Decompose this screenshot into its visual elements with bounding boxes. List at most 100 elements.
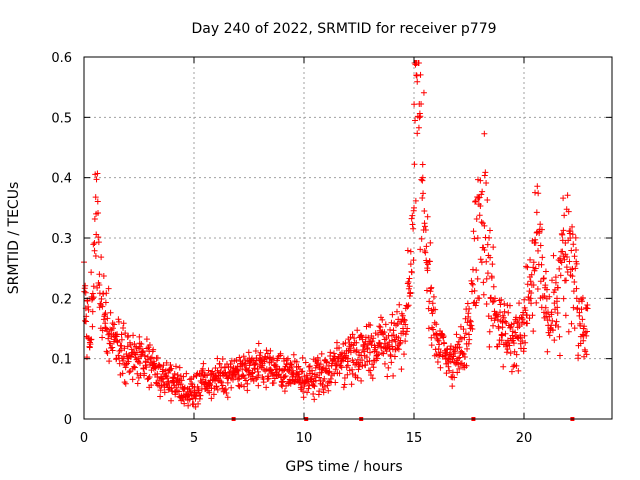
data-point [202, 379, 208, 386]
data-point [400, 325, 406, 332]
data-point [572, 234, 579, 241]
data-point [426, 298, 433, 305]
data-point [414, 130, 421, 137]
data-point [456, 354, 463, 361]
data-point [299, 368, 306, 375]
data-point [305, 385, 312, 392]
axis-ticks: 0 5 10 15 20 0 0.1 0.2 0.3 0.4 0.5 0.6 [51, 51, 612, 446]
data-point [224, 394, 231, 401]
data-point [554, 284, 561, 291]
data-point [490, 283, 497, 290]
data-point [472, 198, 479, 205]
data-point [406, 283, 413, 290]
data-point [252, 360, 259, 367]
data-point [146, 373, 153, 380]
y-tick-label: 0.4 [51, 172, 72, 187]
data-point [436, 351, 443, 358]
data-point [565, 328, 572, 335]
data-point [154, 354, 161, 361]
data-point [239, 371, 246, 378]
data-point [134, 370, 141, 377]
data-point [99, 334, 106, 341]
data-point [555, 323, 562, 330]
data-point [355, 366, 362, 373]
data-point [223, 389, 230, 396]
data-point [395, 346, 402, 353]
data-point [569, 273, 576, 280]
data-point [177, 381, 184, 388]
data-point [102, 310, 109, 317]
data-point [361, 341, 368, 348]
data-point [314, 359, 321, 366]
data-point [177, 373, 184, 380]
data-point [473, 216, 480, 223]
data-point [527, 256, 534, 263]
data-point [316, 388, 323, 395]
data-point [222, 386, 229, 393]
data-point [98, 296, 105, 303]
data-point [476, 212, 483, 219]
data-point [249, 373, 256, 380]
data-point [480, 279, 487, 286]
data-point [191, 391, 197, 398]
data-point [508, 368, 515, 375]
x-tick-label: 20 [516, 431, 533, 446]
data-point [455, 355, 461, 362]
data-point [489, 299, 496, 306]
data-point [300, 394, 307, 401]
data-point [407, 289, 414, 296]
data-point [390, 372, 397, 379]
data-point [563, 277, 570, 284]
data-point [131, 364, 138, 371]
x-tick-label: 10 [296, 431, 313, 446]
y-tick-label: 0.5 [51, 111, 72, 126]
data-point [569, 223, 576, 230]
data-point [429, 310, 436, 317]
data-point [410, 257, 417, 264]
data-point [422, 227, 429, 234]
data-point [136, 360, 143, 367]
data-point [561, 212, 568, 219]
data-point [165, 378, 172, 385]
data-point [379, 316, 386, 323]
y-tick-label: 0.6 [51, 51, 72, 66]
data-point [348, 381, 355, 388]
data-point [147, 355, 154, 362]
data-point [430, 326, 437, 333]
data-point [122, 330, 129, 337]
data-point [572, 265, 579, 272]
data-point [377, 314, 384, 321]
data-point [483, 275, 490, 282]
data-point [409, 212, 416, 219]
data-point [544, 317, 551, 324]
data-point [277, 350, 284, 357]
data-point [354, 374, 361, 381]
data-point [405, 302, 412, 309]
data-point [347, 349, 354, 356]
data-point [498, 296, 505, 303]
data-point [532, 189, 539, 196]
data-point [478, 259, 485, 266]
data-point [530, 259, 537, 266]
data-point [299, 388, 306, 395]
data-point [257, 349, 264, 356]
data-point [532, 265, 539, 272]
data-point [362, 362, 369, 369]
data-point [205, 367, 212, 374]
data-point [158, 373, 164, 380]
data-point [465, 310, 472, 317]
data-point [168, 365, 175, 372]
data-point [106, 358, 113, 365]
data-point [265, 375, 272, 382]
data-point [218, 379, 225, 386]
data-point [468, 288, 475, 295]
data-point [367, 322, 374, 329]
data-point [567, 227, 574, 234]
data-point [499, 331, 505, 338]
data-point [85, 306, 92, 313]
data-point [515, 367, 522, 374]
data-point [345, 355, 351, 362]
data-point [538, 261, 545, 268]
data-point [468, 277, 475, 284]
data-point [129, 376, 136, 383]
